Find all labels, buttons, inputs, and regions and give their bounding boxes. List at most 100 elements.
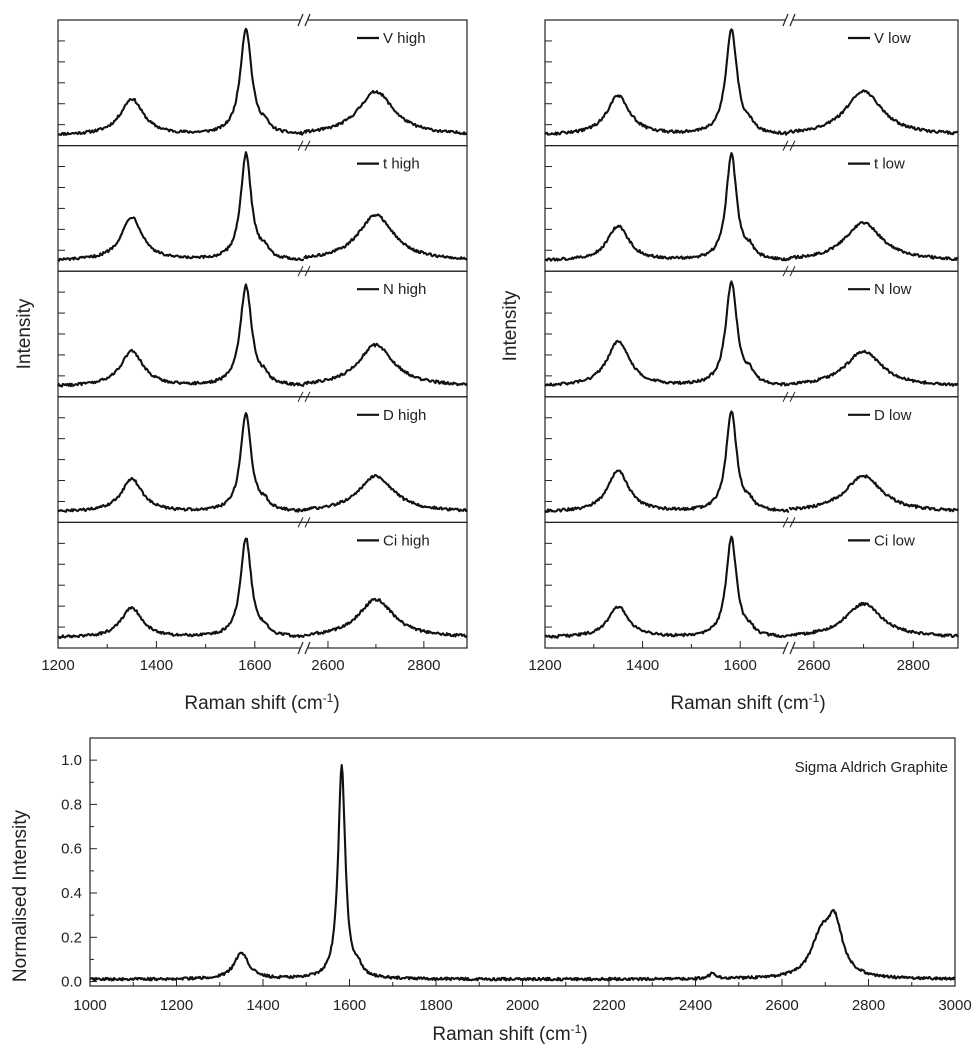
axis-break-mark bbox=[304, 13, 311, 27]
x-tick-label: 2200 bbox=[592, 997, 625, 1014]
y-tick-label: 1.0 bbox=[61, 752, 82, 769]
axis-break-mark bbox=[782, 391, 789, 403]
legend-label: D high bbox=[383, 407, 426, 424]
x-tick-label: 1600 bbox=[333, 997, 366, 1014]
series-line bbox=[788, 349, 959, 387]
axis-break-gap bbox=[300, 18, 308, 22]
axis-break-mark bbox=[782, 140, 789, 151]
axis-break-mark bbox=[782, 13, 789, 27]
series-line bbox=[303, 342, 468, 387]
series-line bbox=[303, 474, 468, 513]
axis-break-mark bbox=[297, 13, 304, 27]
legend-label: t low bbox=[874, 156, 905, 173]
series-line bbox=[544, 28, 790, 136]
x-tick-label: 1800 bbox=[419, 997, 452, 1014]
left-x-axis-title-main: Raman shift (cm bbox=[184, 693, 322, 714]
series-line bbox=[544, 280, 790, 387]
axis-break-mark bbox=[789, 641, 796, 655]
legend-label: Ci high bbox=[383, 532, 430, 549]
left-x-axis-title: Raman shift (cm-1) bbox=[184, 691, 339, 714]
x-tick-label: 2000 bbox=[506, 997, 539, 1014]
axis-break-mark bbox=[789, 140, 796, 151]
axis-break-gap bbox=[300, 646, 308, 650]
legend-label: D low bbox=[874, 407, 912, 424]
series-line bbox=[544, 152, 790, 262]
right-x-axis-title: Raman shift (cm-1) bbox=[670, 691, 825, 714]
series-line bbox=[544, 410, 790, 513]
right-x-axis-title-tail: ) bbox=[819, 693, 825, 714]
y-tick-label: 0.8 bbox=[61, 796, 82, 813]
bottom-panel: 1000 1200 1400 1600 1800 2000 2200 2400 2600 2800… bbox=[61, 737, 972, 1014]
axis-break-mark bbox=[789, 517, 796, 528]
axis-break-mark bbox=[304, 641, 311, 655]
series-line bbox=[57, 412, 305, 513]
series-line bbox=[788, 601, 959, 638]
series-line bbox=[788, 474, 959, 513]
x-tick-label: 2600 bbox=[765, 997, 798, 1014]
legend-label: V low bbox=[874, 30, 911, 47]
right-y-axis-title: Intensity bbox=[500, 290, 521, 361]
x-tick-label: 2600 bbox=[311, 657, 344, 674]
axis-break-mark bbox=[789, 265, 796, 277]
left-y-axis-title: Intensity bbox=[14, 298, 35, 369]
axis-break-mark bbox=[304, 391, 311, 403]
x-tick-label: 1600 bbox=[238, 657, 271, 674]
right-x-axis-title-main: Raman shift (cm bbox=[670, 693, 808, 714]
bottom-x-axis-title-tail: ) bbox=[581, 1024, 587, 1045]
bottom-panel-title: Sigma Aldrich Graphite bbox=[795, 759, 948, 776]
bottom-x-axis-title-sup: -1 bbox=[571, 1022, 582, 1036]
series-line bbox=[544, 535, 790, 639]
y-tick-label: 0.4 bbox=[61, 885, 82, 902]
legend-label: N high bbox=[383, 281, 426, 298]
axis-break-mark bbox=[782, 641, 789, 655]
x-tick-label: 1600 bbox=[724, 657, 757, 674]
axis-break-mark bbox=[297, 391, 304, 403]
series-line bbox=[788, 89, 959, 136]
left-stack-panel: V high t high N high D high Ci high 1200 1400 1… bbox=[41, 13, 468, 674]
axis-break-gap bbox=[785, 646, 793, 650]
left-x-axis-title-sup: -1 bbox=[323, 691, 334, 705]
spectrum-line bbox=[89, 763, 956, 982]
axis-break-mark bbox=[782, 265, 789, 277]
x-tick-label: 3000 bbox=[938, 997, 971, 1014]
y-tick-label: 0.6 bbox=[61, 841, 82, 858]
axis-break-mark bbox=[304, 517, 311, 528]
series-line bbox=[57, 537, 305, 640]
axis-break-mark bbox=[304, 140, 311, 151]
x-tick-label: 1200 bbox=[528, 657, 561, 674]
bottom-x-axis-title-main: Raman shift (cm bbox=[432, 1024, 570, 1045]
axis-break-mark bbox=[297, 641, 304, 655]
x-tick-label: 2400 bbox=[679, 997, 712, 1014]
axis-break-mark bbox=[297, 265, 304, 277]
x-tick-label: 1200 bbox=[160, 997, 193, 1014]
x-tick-label: 1000 bbox=[73, 997, 106, 1014]
axis-break-mark bbox=[789, 391, 796, 403]
x-tick-label: 1400 bbox=[140, 657, 173, 674]
x-tick-label: 1400 bbox=[246, 997, 279, 1014]
x-tick-label: 2800 bbox=[852, 997, 885, 1014]
y-tick-label: 0.2 bbox=[61, 929, 82, 946]
axis-break-mark bbox=[789, 13, 796, 27]
y-tick-label: 0.0 bbox=[61, 974, 82, 991]
legend-label: V high bbox=[383, 30, 426, 47]
series-line bbox=[788, 221, 959, 262]
series-line bbox=[303, 213, 468, 261]
x-tick-label: 1400 bbox=[626, 657, 659, 674]
right-stack-panel: V low t low N low D low Ci low 1200 1400 1600 26… bbox=[528, 13, 959, 674]
axis-break-mark bbox=[297, 140, 304, 151]
right-x-axis-title-sup: -1 bbox=[809, 691, 820, 705]
series-line bbox=[303, 89, 468, 136]
legend-label: N low bbox=[874, 281, 912, 298]
x-tick-label: 2800 bbox=[897, 657, 930, 674]
left-x-axis-title-tail: ) bbox=[333, 693, 339, 714]
series-line bbox=[57, 283, 305, 388]
axis-break-gap bbox=[785, 18, 793, 22]
x-tick-label: 2800 bbox=[407, 657, 440, 674]
bottom-x-axis-title: Raman shift (cm-1) bbox=[432, 1022, 587, 1045]
axis-break-mark bbox=[304, 265, 311, 277]
series-line bbox=[303, 597, 468, 638]
legend-label: Ci low bbox=[874, 532, 915, 549]
bottom-y-axis-title: Normalised Intensity bbox=[10, 809, 31, 982]
axis-break-mark bbox=[297, 517, 304, 528]
